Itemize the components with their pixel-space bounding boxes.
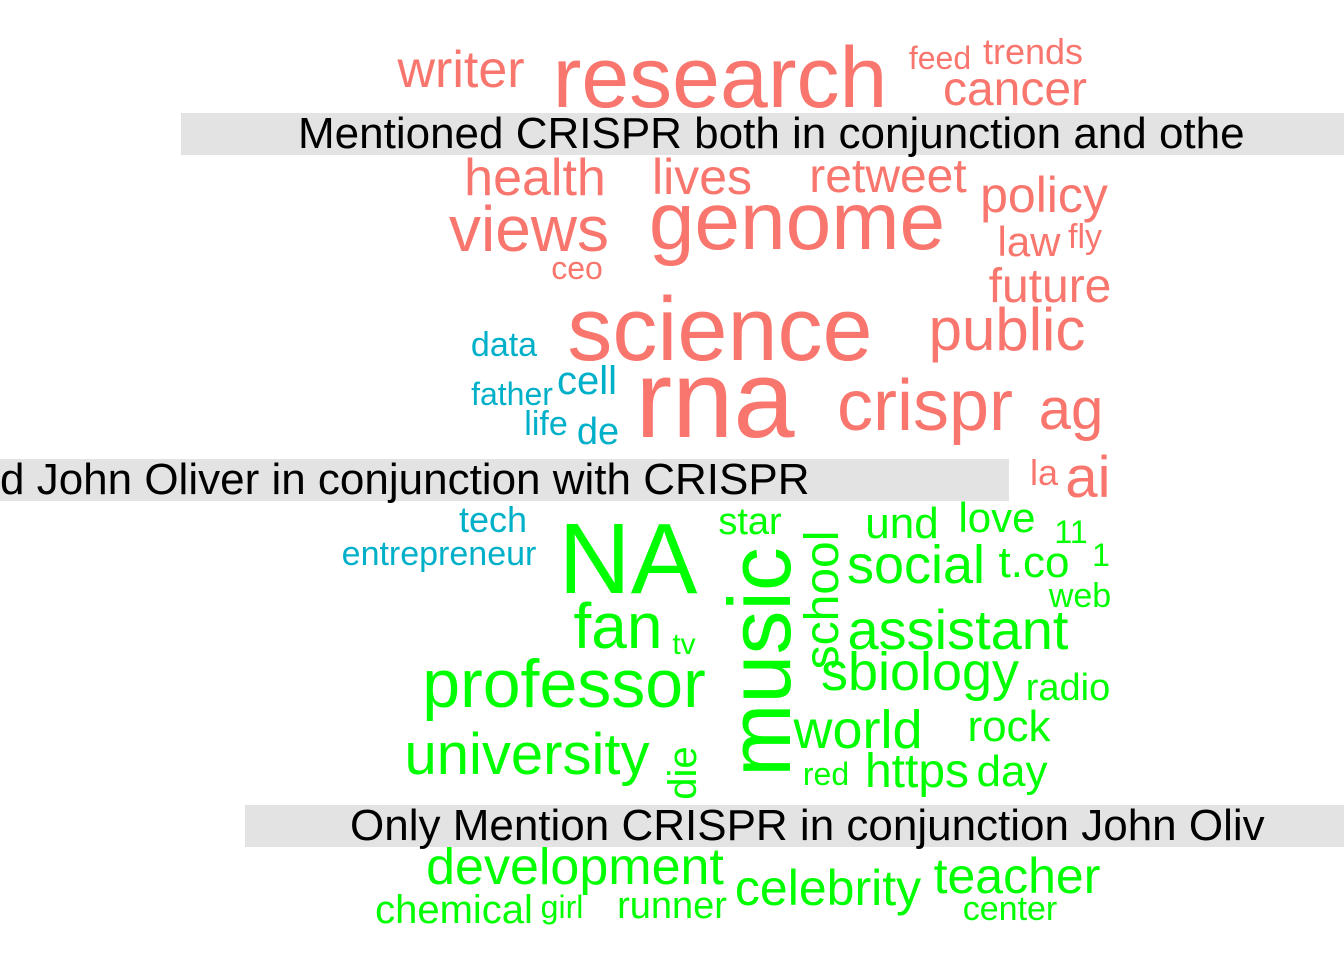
- word-ag: ag: [1038, 377, 1104, 442]
- word-retweet: retweet: [809, 150, 967, 203]
- word-star: star: [718, 501, 782, 543]
- word-https: https: [864, 745, 970, 798]
- word-lives: lives: [651, 149, 753, 205]
- word-chemical: chemical: [375, 888, 533, 932]
- word-writer: writer: [397, 41, 525, 99]
- word-la: la: [1029, 452, 1059, 493]
- word-t-co: t.co: [998, 538, 1070, 587]
- word-rock: rock: [967, 702, 1051, 751]
- word-feed: feed: [908, 40, 972, 76]
- word-data: data: [470, 326, 538, 364]
- word-health: health: [464, 149, 606, 207]
- word-celebrity: celebrity: [734, 860, 922, 916]
- word-rna: rna: [635, 338, 795, 461]
- word-cancer: cancer: [942, 63, 1088, 116]
- word-die: die: [661, 746, 705, 800]
- word-radio: radio: [1025, 667, 1111, 709]
- word-tv: tv: [672, 628, 696, 661]
- word-und: und: [865, 499, 939, 548]
- word-de: de: [576, 411, 620, 453]
- word-views: views: [448, 193, 610, 265]
- word-entrepreneur: entrepreneur: [341, 535, 537, 573]
- word-love: love: [958, 494, 1036, 541]
- word-girl: girl: [540, 889, 584, 925]
- word-fly: fly: [1068, 218, 1102, 256]
- word-university: university: [404, 722, 650, 787]
- word-tech: tech: [458, 499, 528, 540]
- word-genome: genome: [648, 176, 946, 267]
- word-na: NA: [558, 503, 698, 615]
- group-label-top: Mentioned CRISPR both in conjunction and…: [181, 112, 1344, 156]
- word-assistant: assistant: [847, 598, 1069, 661]
- word-day: day: [976, 747, 1048, 796]
- word-development: development: [426, 838, 724, 896]
- word-fan: fan: [573, 590, 663, 662]
- word-policy: policy: [980, 167, 1108, 223]
- group-label-bottom: Only Mention CRISPR in conjunction John …: [245, 804, 1344, 848]
- word-world: world: [793, 700, 923, 760]
- word-research: research: [552, 30, 888, 126]
- word-red: red: [802, 756, 850, 792]
- word-1: 1: [1092, 537, 1110, 573]
- word-music: music: [710, 547, 809, 777]
- word-public: public: [928, 296, 1086, 363]
- word-science: science: [567, 280, 873, 380]
- word-crispr: crispr: [837, 366, 1013, 446]
- word-runner: runner: [617, 885, 727, 927]
- word-sbiology: sbiology: [820, 642, 1020, 702]
- word-father: father: [471, 376, 553, 412]
- word-social: social: [846, 535, 986, 595]
- word-trends: trends: [982, 31, 1084, 72]
- word-cell: cell: [556, 359, 618, 403]
- word-ceo: ceo: [551, 250, 603, 286]
- word-teacher: teacher: [933, 848, 1101, 904]
- word-11: 11: [1054, 514, 1088, 550]
- word-center: center: [962, 890, 1058, 928]
- word-life: life: [524, 405, 568, 443]
- word-web: web: [1048, 577, 1112, 615]
- group-label-middle: d John Oliver in conjunction with CRISPR: [0, 458, 1009, 502]
- word-professor: professor: [422, 646, 706, 722]
- word-future: future: [988, 260, 1112, 313]
- word-law: law: [997, 218, 1061, 265]
- word-ai: ai: [1065, 445, 1111, 510]
